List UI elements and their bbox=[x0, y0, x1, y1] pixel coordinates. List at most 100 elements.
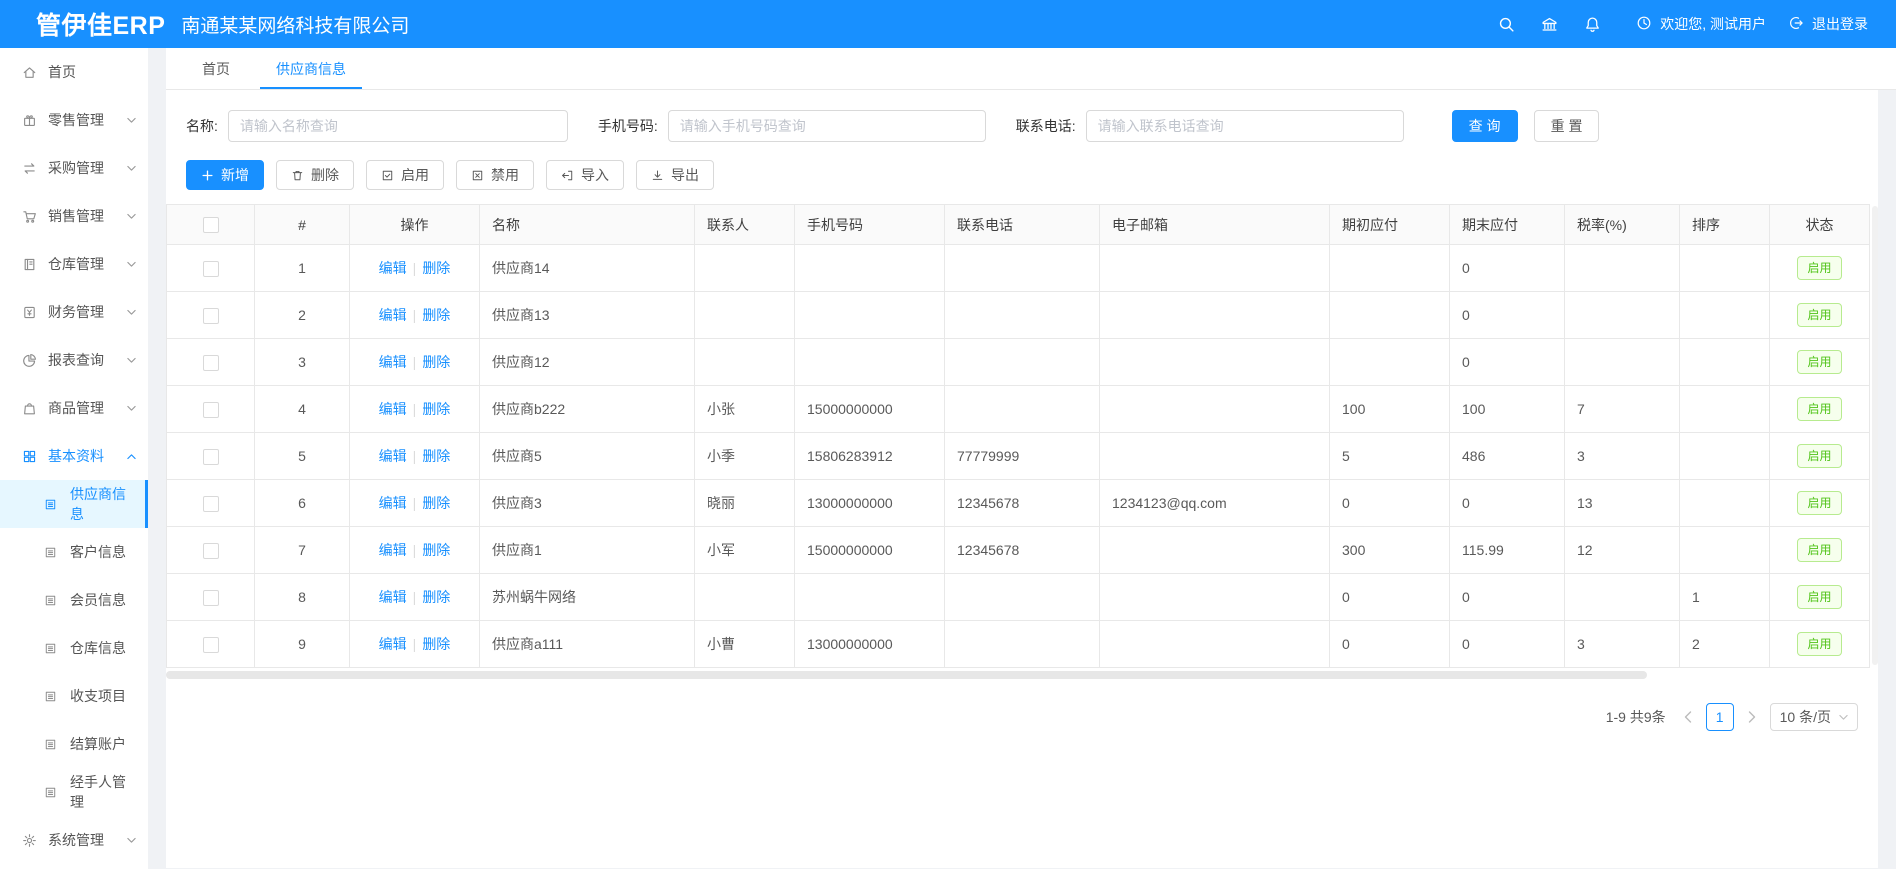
add-button[interactable]: 新增 bbox=[186, 160, 264, 190]
sidebar-item-warehouse-info[interactable]: 仓库信息 bbox=[0, 624, 148, 672]
sidebar: 首页零售管理 采购管理 销售管理 仓库管理 财务管理 报表查询 商品管理 基本资料 供应商信息客… bbox=[0, 48, 148, 869]
enable-button[interactable]: 启用 bbox=[366, 160, 444, 190]
delete-link[interactable]: 删除 bbox=[422, 354, 451, 370]
mobile-filter-input[interactable] bbox=[667, 110, 986, 142]
horizontal-scrollbar[interactable] bbox=[166, 671, 1647, 679]
table-row: 1 编辑 | 删除 供应商14 0 启用 bbox=[166, 244, 1870, 292]
sidebar-item-system[interactable]: 系统管理 bbox=[0, 816, 148, 864]
clock-icon bbox=[1636, 15, 1652, 34]
edit-link[interactable]: 编辑 bbox=[378, 542, 407, 558]
delete-link[interactable]: 删除 bbox=[422, 448, 451, 464]
select-all-checkbox[interactable] bbox=[202, 217, 219, 234]
column-header: 期初应付 bbox=[1329, 204, 1450, 245]
row-cell-tax bbox=[1564, 244, 1680, 292]
prev-page-button[interactable] bbox=[1680, 711, 1696, 723]
import-button[interactable]: 导入 bbox=[546, 160, 624, 190]
row-checkbox[interactable] bbox=[202, 354, 219, 371]
row-checkbox[interactable] bbox=[202, 448, 219, 465]
row-checkbox[interactable] bbox=[202, 401, 219, 418]
row-cell-end_payable: 100 bbox=[1449, 385, 1565, 433]
page-size-select[interactable]: 10 条/页 bbox=[1769, 703, 1858, 731]
sidebar-item-handler-mgmt[interactable]: 经手人管理 bbox=[0, 768, 148, 816]
sidebar-item-warehouse[interactable]: 仓库管理 bbox=[0, 240, 148, 288]
edit-link[interactable]: 编辑 bbox=[378, 401, 407, 417]
row-cell-contact bbox=[694, 573, 795, 621]
welcome-user[interactable]: 欢迎您, 测试用户 bbox=[1636, 14, 1766, 34]
row-cell-email bbox=[1099, 291, 1330, 339]
sidebar-item-settlement-account[interactable]: 结算账户 bbox=[0, 720, 148, 768]
sidebar-item-supplier-info[interactable]: 供应商信息 bbox=[0, 480, 148, 528]
sidebar-item-goods[interactable]: 商品管理 bbox=[0, 384, 148, 432]
delete-link[interactable]: 删除 bbox=[422, 401, 451, 417]
search-icon[interactable] bbox=[1485, 16, 1528, 33]
name-filter-input[interactable] bbox=[227, 110, 568, 142]
row-cell-name: 供应商13 bbox=[479, 291, 695, 339]
row-cell-phone bbox=[944, 291, 1100, 339]
delete-link[interactable]: 删除 bbox=[422, 636, 451, 652]
sidebar-item-reports[interactable]: 报表查询 bbox=[0, 336, 148, 384]
edit-link[interactable]: 编辑 bbox=[378, 307, 407, 323]
sidebar-item-finance[interactable]: 财务管理 bbox=[0, 288, 148, 336]
row-cell-mobile bbox=[794, 573, 945, 621]
disable-button[interactable]: 禁用 bbox=[456, 160, 534, 190]
reset-button[interactable]: 重 置 bbox=[1533, 110, 1600, 142]
table-row: 2 编辑 | 删除 供应商13 0 启用 bbox=[166, 291, 1870, 339]
query-button[interactable]: 查 询 bbox=[1451, 110, 1518, 142]
sidebar-item-customer-info[interactable]: 客户信息 bbox=[0, 528, 148, 576]
row-checkbox[interactable] bbox=[202, 307, 219, 324]
edit-link[interactable]: 编辑 bbox=[378, 589, 407, 605]
row-checkbox[interactable] bbox=[202, 589, 219, 606]
sidebar-item-label: 经手人管理 bbox=[70, 774, 126, 810]
row-checkbox[interactable] bbox=[202, 495, 219, 512]
row-checkbox[interactable] bbox=[202, 260, 219, 277]
sidebar-item-member-info[interactable]: 会员信息 bbox=[0, 576, 148, 624]
delete-link[interactable]: 删除 bbox=[422, 307, 451, 323]
row-checkbox[interactable] bbox=[202, 636, 219, 653]
row-cell-end_payable: 0 bbox=[1449, 291, 1565, 339]
sidebar-item-home[interactable]: 首页 bbox=[0, 48, 148, 96]
welcome-text: 欢迎您, 测试用户 bbox=[1660, 16, 1766, 32]
current-page[interactable]: 1 bbox=[1705, 703, 1734, 731]
bank-icon[interactable] bbox=[1528, 16, 1571, 33]
edit-link[interactable]: 编辑 bbox=[378, 636, 407, 652]
delete-link[interactable]: 删除 bbox=[422, 542, 451, 558]
tab-home[interactable]: 首页 bbox=[202, 60, 230, 77]
sidebar-item-label: 首页 bbox=[48, 64, 76, 80]
row-actions-cell: 编辑 | 删除 bbox=[349, 338, 480, 386]
status-badge: 启用 bbox=[1797, 350, 1842, 374]
sidebar-item-sales[interactable]: 销售管理 bbox=[0, 192, 148, 240]
row-cell-num: 1 bbox=[254, 244, 350, 292]
money-icon bbox=[22, 305, 38, 320]
filter-group-name: 名称: bbox=[186, 110, 568, 142]
chevron-down-icon bbox=[127, 405, 136, 412]
next-page-button[interactable] bbox=[1744, 711, 1760, 723]
edit-link[interactable]: 编辑 bbox=[378, 354, 407, 370]
row-select-cell bbox=[166, 385, 255, 433]
vertical-scrollbar[interactable] bbox=[1872, 206, 1878, 665]
sidebar-item-retail[interactable]: 零售管理 bbox=[0, 96, 148, 144]
sidebar-item-basic-data[interactable]: 基本资料 bbox=[0, 432, 148, 480]
action-separator: | bbox=[412, 354, 417, 370]
delete-link[interactable]: 删除 bbox=[422, 589, 451, 605]
row-cell-end_payable: 0 bbox=[1449, 244, 1565, 292]
row-checkbox[interactable] bbox=[202, 542, 219, 559]
delete-link[interactable]: 删除 bbox=[422, 495, 451, 511]
sidebar-item-purchase[interactable]: 采购管理 bbox=[0, 144, 148, 192]
edit-link[interactable]: 编辑 bbox=[378, 448, 407, 464]
row-cell-sort bbox=[1679, 338, 1770, 386]
column-header: 手机号码 bbox=[794, 204, 945, 245]
sidebar-item-income-expense[interactable]: 收支项目 bbox=[0, 672, 148, 720]
phone-filter-input[interactable] bbox=[1085, 110, 1404, 142]
delete-button[interactable]: 删除 bbox=[276, 160, 354, 190]
logout-button[interactable]: 退出登录 bbox=[1788, 14, 1868, 34]
edit-link[interactable]: 编辑 bbox=[378, 260, 407, 276]
row-status-cell: 启用 bbox=[1769, 432, 1870, 480]
row-cell-phone bbox=[944, 244, 1100, 292]
edit-link[interactable]: 编辑 bbox=[378, 495, 407, 511]
bell-icon[interactable] bbox=[1571, 16, 1614, 33]
table-row: 8 编辑 | 删除 苏州蜗牛网络 0 0 1 启用 bbox=[166, 573, 1870, 621]
delete-link[interactable]: 删除 bbox=[422, 260, 451, 276]
export-button[interactable]: 导出 bbox=[636, 160, 714, 190]
tab-supplier-info[interactable]: 供应商信息 bbox=[260, 48, 362, 89]
filter-row: 名称: 手机号码: 联系电话: 查 询 重 置 bbox=[186, 110, 1858, 142]
